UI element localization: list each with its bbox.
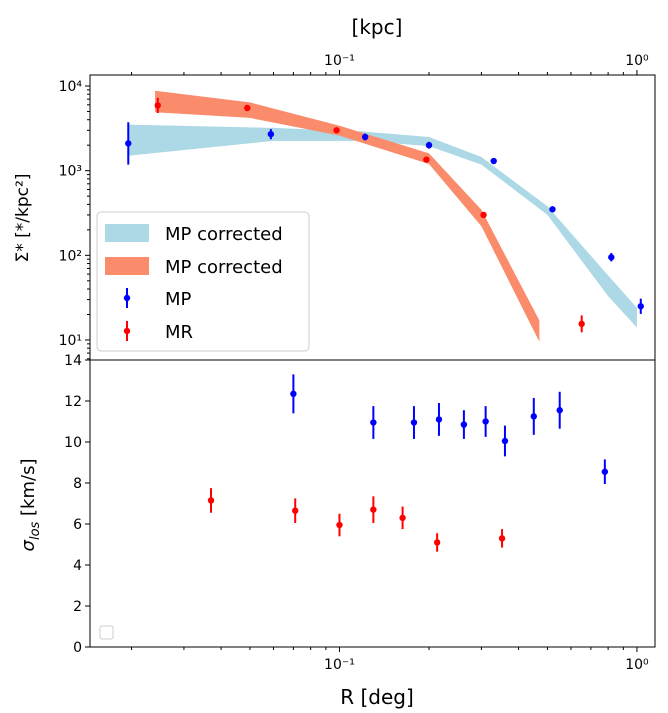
- data-point: [637, 303, 644, 310]
- y-tick-label: 6: [73, 517, 82, 533]
- legend-swatch-mp-corrected-band: [105, 224, 149, 242]
- data-point: [460, 421, 468, 428]
- legend-frame: [96, 211, 310, 352]
- data-point: [361, 133, 369, 141]
- y-tick-label: 10³: [59, 164, 82, 180]
- bottom-panel-y-axis-label: σlos [km/s]: [18, 459, 43, 552]
- data-point: [125, 140, 132, 147]
- plot-frame: [89, 359, 656, 648]
- top-x-tick-label: 10⁰: [625, 53, 649, 69]
- top-axis-title: [kpc]: [352, 15, 403, 39]
- data-point: [370, 419, 377, 426]
- data-point: [336, 521, 343, 529]
- data-point: [290, 390, 297, 398]
- data-point: [370, 506, 377, 513]
- y-tick-label: 10⁴: [59, 79, 83, 95]
- data-point: [480, 211, 487, 219]
- y-tick-label: 4: [73, 558, 82, 574]
- legend-label: MP: [165, 289, 192, 310]
- shaded-bands: [128, 90, 637, 342]
- data-point: [578, 320, 585, 328]
- y-tick-label: 2: [73, 599, 82, 615]
- bottom-panel-axes: 0 2 4 6 8 10 12 10⁻¹ 10⁰: [64, 359, 656, 673]
- data-point: [556, 407, 563, 414]
- legend-swatch-mr-corrected-band: [105, 257, 149, 275]
- legend-swatch-mr-marker: [123, 327, 131, 335]
- legend: MP corrected MP corrected MP MR: [96, 211, 310, 352]
- data-point: [399, 514, 406, 522]
- surface-density-panel: Σ* [*/kpc²] 10¹ 10² 10³ 10⁴ 14 10⁻¹ 10⁰ MP cor…: [13, 53, 656, 369]
- data-points: [125, 97, 644, 333]
- y-tick-label: 10: [64, 435, 82, 451]
- data-point: [292, 507, 299, 514]
- data-point: [608, 254, 615, 261]
- legend-swatch-mp-marker: [123, 294, 131, 302]
- data-points: [207, 374, 609, 552]
- data-point: [207, 497, 215, 504]
- top-panel-y-axis-label: Σ* [*/kpc²]: [13, 174, 33, 263]
- velocity-dispersion-panel: σlos [km/s] 0 2 4 6 8 10 12 10⁻¹ 10⁰: [18, 359, 656, 673]
- empty-legend-box: [99, 625, 114, 640]
- y-tick-label: 10²: [59, 248, 82, 264]
- data-point: [410, 419, 418, 426]
- data-point: [490, 157, 497, 165]
- y-tick-label: 8: [73, 476, 82, 492]
- data-point: [482, 418, 489, 425]
- data-point: [549, 206, 556, 213]
- x-tick-label: 10⁻¹: [324, 657, 355, 673]
- data-point: [423, 156, 430, 163]
- data-point: [154, 102, 161, 109]
- x-tick-label: 10⁰: [625, 657, 649, 673]
- y-tick-label-extra: 14: [64, 353, 82, 369]
- data-point: [425, 141, 433, 149]
- data-point: [498, 535, 506, 542]
- data-point: [333, 127, 340, 134]
- data-point: [530, 413, 537, 420]
- data-point: [601, 468, 609, 475]
- data-point: [501, 437, 509, 445]
- legend-label: MP corrected: [165, 257, 283, 278]
- legend-label: MR: [165, 322, 193, 343]
- bottom-axis-title: R [deg]: [340, 685, 414, 709]
- top-x-tick-label: 10⁻¹: [324, 53, 355, 69]
- data-point: [433, 539, 441, 546]
- legend-label: MP corrected: [165, 224, 283, 245]
- data-point: [267, 130, 275, 138]
- y-tick-label: 12: [64, 394, 82, 410]
- y-tick-label: 0: [73, 640, 82, 656]
- y-tick-label: 10¹: [59, 333, 82, 349]
- shaded-band-0: [128, 124, 637, 328]
- data-point: [435, 416, 443, 423]
- data-point: [244, 104, 251, 112]
